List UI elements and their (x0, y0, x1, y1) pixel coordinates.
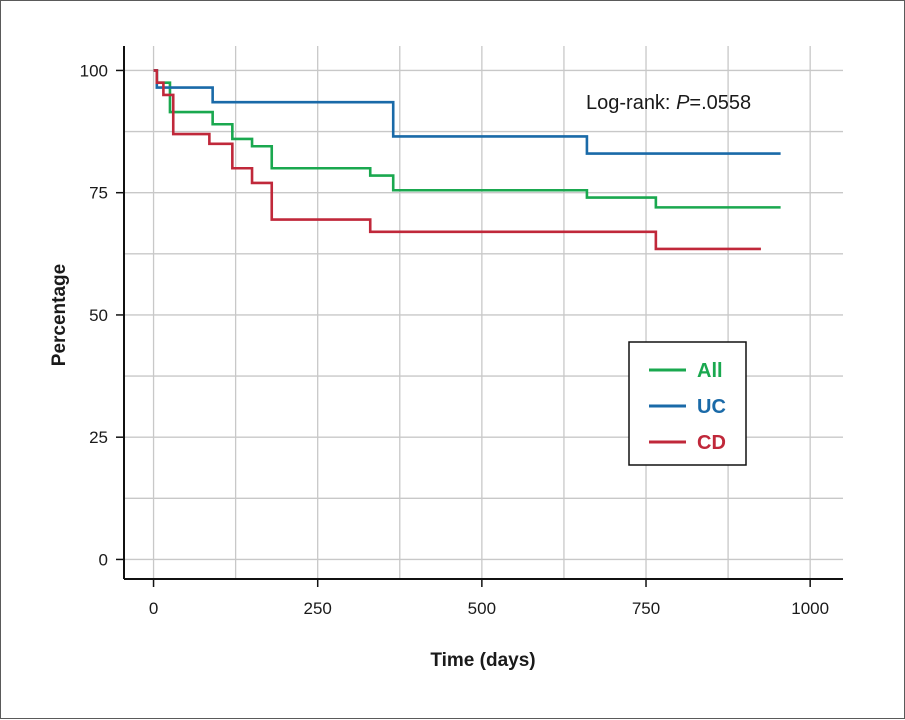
legend-label-cd: CD (697, 432, 726, 454)
x-tick-label: 250 (304, 599, 332, 618)
legend-label-uc: UC (697, 396, 726, 418)
y-tick-label: 25 (89, 428, 108, 447)
annotation-p: P (676, 92, 690, 114)
series-layer (153, 69, 781, 251)
x-tick-label: 750 (632, 599, 660, 618)
y-axis-label: Percentage (49, 264, 70, 366)
legend: All UC CD (628, 341, 747, 466)
y-tick-label: 100 (80, 61, 108, 80)
series-line-cd (153, 69, 761, 251)
x-tick-label: 0 (149, 599, 158, 618)
series-line-all (153, 69, 781, 209)
y-tick-label: 75 (89, 184, 108, 203)
annotation-prefix: Log-rank: (586, 92, 676, 114)
y-tick-label: 0 (99, 550, 108, 569)
y-tick-label: 50 (89, 306, 108, 325)
legend-box (628, 341, 747, 466)
annotation-value: =.0558 (689, 92, 751, 114)
log-rank-annotation: Log-rank: P=.0558 (586, 92, 751, 114)
x-tick-label: 500 (468, 599, 496, 618)
x-tick-label: 1000 (791, 599, 829, 618)
legend-label-all: All (697, 360, 723, 382)
x-axis-label: Time (days) (430, 650, 535, 671)
axes-layer: 0 250 500 750 1000 0 25 50 75 100 (80, 46, 843, 618)
